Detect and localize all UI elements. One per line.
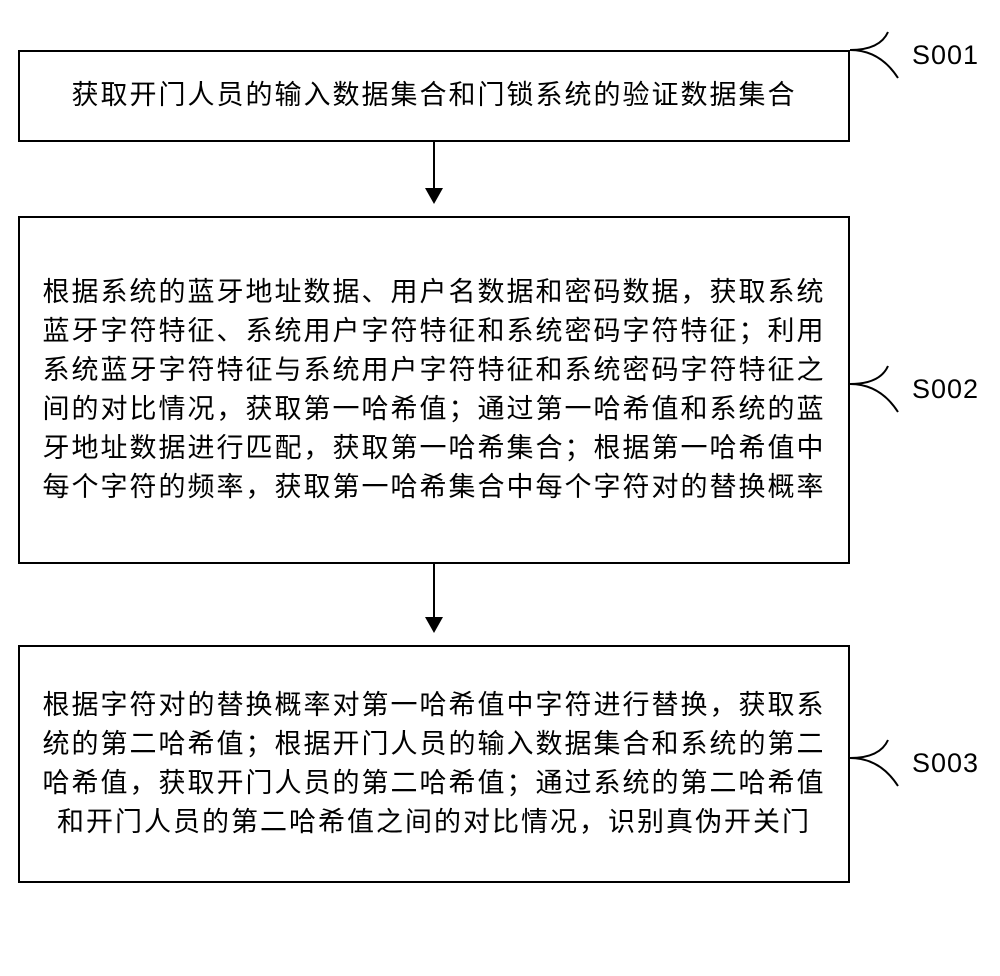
node-text: 根据系统的蓝牙地址数据、用户名数据和密码数据，获取系统蓝牙字符特征、系统用户字符… xyxy=(40,273,828,508)
node-text: 根据字符对的替换概率对第一哈希值中字符进行替换，获取系统的第二哈希值；根据开门人… xyxy=(40,686,828,843)
flowchart-node-s002: 根据系统的蓝牙地址数据、用户名数据和密码数据，获取系统蓝牙字符特征、系统用户字符… xyxy=(18,216,850,564)
callout-s003 xyxy=(850,738,910,798)
flowchart-node-s003: 根据字符对的替换概率对第一哈希值中字符进行替换，获取系统的第二哈希值；根据开门人… xyxy=(18,645,850,883)
flowchart-arrow-2 xyxy=(433,564,435,631)
flowchart-arrow-1 xyxy=(433,142,435,202)
node-label-s003: S003 xyxy=(912,748,979,779)
callout-s002 xyxy=(850,364,910,424)
callout-s001 xyxy=(850,30,910,90)
node-label-s001: S001 xyxy=(912,40,979,71)
flowchart-node-s001: 获取开门人员的输入数据集合和门锁系统的验证数据集合 xyxy=(18,50,850,142)
node-text: 获取开门人员的输入数据集合和门锁系统的验证数据集合 xyxy=(72,76,797,115)
node-label-s002: S002 xyxy=(912,374,979,405)
flowchart-container: 获取开门人员的输入数据集合和门锁系统的验证数据集合 S001 根据系统的蓝牙地址… xyxy=(0,0,1000,976)
